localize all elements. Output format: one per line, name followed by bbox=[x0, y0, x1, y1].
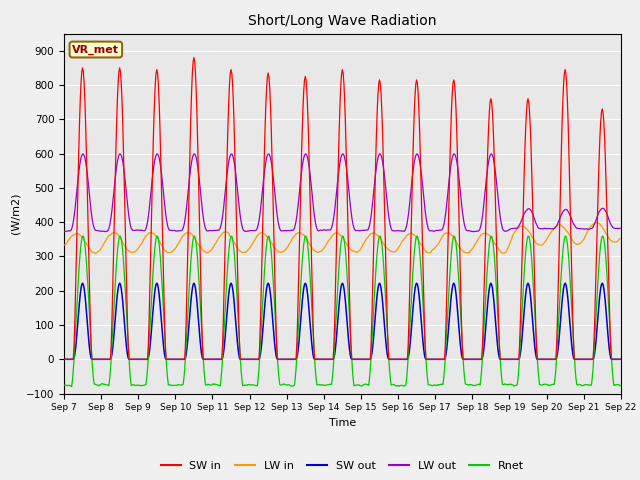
Title: Short/Long Wave Radiation: Short/Long Wave Radiation bbox=[248, 14, 436, 28]
Y-axis label: (W/m2): (W/m2) bbox=[10, 193, 20, 234]
X-axis label: Time: Time bbox=[329, 418, 356, 428]
Legend: SW in, LW in, SW out, LW out, Rnet: SW in, LW in, SW out, LW out, Rnet bbox=[156, 457, 529, 476]
Text: VR_met: VR_met bbox=[72, 44, 119, 55]
